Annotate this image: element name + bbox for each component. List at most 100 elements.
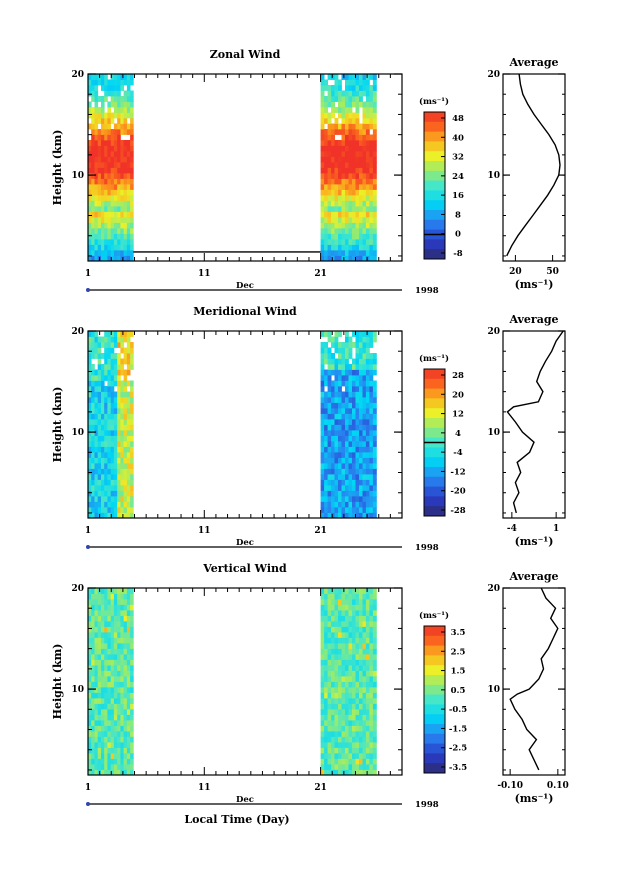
heatmap-cell [369,731,374,737]
heatmap-cell [362,764,367,770]
heatmap-cell [117,211,121,218]
heatmap-cell [107,610,111,616]
heatmap-cell [120,703,124,710]
heatmap-cells [88,331,377,519]
heatmap-cell [324,96,328,102]
profile-y-tick-label: 10 [487,685,500,695]
heatmap-cell [334,413,339,420]
heatmap-cell [123,145,128,152]
heatmap-cell [348,347,353,354]
heatmap-cell [94,507,99,513]
heatmap-cell [97,643,102,649]
heatmap-cell [324,228,328,234]
heatmap-cell [101,107,105,113]
heatmap-cell [123,173,128,179]
heatmap-cell [120,479,124,486]
heatmap-cell [97,145,102,152]
heatmap-cell [107,463,111,469]
heatmap-cell [324,648,328,655]
heatmap-cell [331,239,335,245]
heatmap-cell [113,342,118,348]
heatmap-cell [327,670,332,677]
heatmap-cell [359,156,363,163]
heatmap-cell [91,173,95,179]
heatmap-cell [126,364,131,370]
heatmap-cell [345,457,349,464]
heatmap-cell [334,736,339,743]
heatmap-cell [352,599,356,605]
heatmap-cell [320,637,325,644]
heatmap-cell [348,129,353,135]
heatmap-cell [334,195,339,201]
heatmap-cell [123,107,128,113]
heatmap-cell [88,369,92,376]
y-axis-label: Height (km) [51,130,64,206]
heatmap-cell [327,358,332,365]
heatmap-cell [345,178,349,185]
heatmap-cell [355,714,360,721]
heatmap-cell [94,654,99,660]
heatmap-cell [107,626,111,633]
heatmap-cell [94,621,99,627]
heatmap-cell [117,364,121,370]
heatmap-cell [324,687,328,693]
heatmap-cell [123,408,128,414]
heatmap-cell [123,632,128,638]
heatmap-cell [120,665,124,671]
heatmap-cell [120,167,124,174]
heatmap-cell [331,485,335,491]
heatmap-cell [348,501,353,508]
heatmap-cell [331,145,335,152]
heatmap-cell [113,101,118,108]
heatmap-cell [107,413,111,420]
heatmap-cell [120,228,124,234]
heatmap-cell [355,490,360,497]
heatmap-cell [327,156,332,163]
heatmap-cell [352,637,356,644]
heatmap-cell [359,358,363,365]
heatmap-cell [113,419,118,425]
heatmap-cell [91,118,95,124]
heatmap-cell [107,714,111,721]
heatmap-cell [362,588,367,594]
heatmap-cell [327,336,332,343]
heatmap-cell [88,593,92,600]
heatmap-cell [345,714,349,721]
heatmap-cell [334,162,339,168]
heatmap-cell [126,101,131,108]
heatmap-cell [126,244,131,251]
heatmap-cell [104,347,108,354]
heatmap-cell [372,621,377,627]
heatmap-cell [101,626,105,633]
heatmap-cell [355,233,360,240]
heatmap-cell [324,764,328,770]
heatmap-cell [97,195,102,201]
heatmap-cell [101,496,105,502]
heatmap-cell [126,441,131,447]
heatmap-cell [320,222,325,229]
heatmap-cell [365,200,370,207]
heatmap-cell [117,353,121,359]
heatmap-cell [341,747,346,754]
heatmap-cell [91,463,95,469]
heatmap-cell [123,758,128,765]
heatmap-cell [359,145,363,152]
heatmap-cell [365,731,370,737]
heatmap-cell [113,369,118,376]
heatmap-cell [324,408,328,414]
heatmap-cell [320,485,325,491]
heatmap-cell [324,720,328,726]
heatmap-cell [91,90,95,97]
heatmap-cell [359,501,363,508]
heatmap-cell [338,353,342,359]
heatmap-cell [334,85,339,91]
heatmap-cell [365,195,370,201]
heatmap-cell [88,79,92,86]
heatmap-cell [345,496,349,502]
heatmap-cell [126,604,131,611]
heatmap-cell [117,156,121,163]
heatmap-cell [130,162,134,168]
heatmap-cell [348,692,353,699]
heatmap-cell [341,698,346,704]
heatmap-cell [97,129,102,135]
